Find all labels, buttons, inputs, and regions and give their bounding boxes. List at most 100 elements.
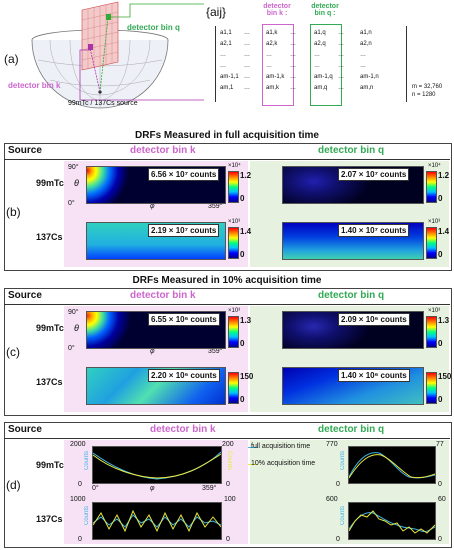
panel-c-theta: θ: [74, 323, 79, 333]
matrix-left-bracket: [215, 26, 216, 102]
matrix-cell: am-1,n: [360, 74, 379, 80]
panel-c-theta-top: 90°: [68, 309, 79, 316]
panel-b-theta: θ: [74, 178, 79, 188]
matrix-col-q-box: [310, 24, 342, 106]
colorbar-c-cs-k-zero: 0: [240, 395, 245, 404]
matrix-cell: …: [360, 63, 366, 69]
panel-c-source-header: Source: [8, 290, 42, 301]
panel-c-cs-q-counts: 1.40 × 10⁶ counts: [338, 369, 410, 382]
matrix-cell: …: [338, 63, 344, 69]
panel-c-title: DRFs Measured in 10% acquisition time: [132, 275, 322, 286]
colorbar-b-tc-k-max: 1.2: [240, 171, 252, 180]
panel-b-tc-q-counts: 2.07 × 10⁷ counts: [338, 168, 410, 181]
matrix-cell: a1,q: [314, 30, 326, 36]
matrix-symbol: {aij}: [206, 5, 227, 19]
colorbar-b-cs-q-zero: 0: [438, 250, 443, 259]
profile-plot-tc-q: [348, 446, 436, 484]
panel-b-cs-k-counts: 2.19 × 10⁷ counts: [148, 224, 220, 237]
matrix-cell: …: [244, 63, 250, 69]
d-tc-q-right-max: 77: [436, 441, 444, 448]
colorbar-c-cs-q: [426, 372, 437, 404]
panel-d-col-q: detector bin q: [318, 424, 385, 435]
profile-plot-tc-k: [92, 446, 222, 484]
matrix-cell: a1,1: [220, 30, 232, 36]
matrix-col-k-label: detector bin k :: [263, 3, 291, 17]
colorbar-c-cs-k: [228, 372, 239, 404]
panel-b-cs-label: 137Cs: [36, 232, 63, 242]
panel-b-source-header: Source: [8, 145, 42, 156]
panel-c-col-q: detector bin q: [318, 290, 385, 301]
panel-b-tc-label: 99mTc: [36, 178, 64, 188]
d-tc-k-left-zero: 0: [78, 481, 82, 488]
panel-label-c: (c): [6, 345, 20, 359]
m-label: m = 32,760: [412, 84, 443, 90]
panel-c-phi-left: 0°: [68, 345, 75, 352]
colorbar-b-cs-k: [228, 227, 239, 259]
colorbar-c-tc-q-max: 1.3: [438, 316, 450, 325]
colorbar-b-tc-q-max: 1.2: [438, 171, 450, 180]
d-tc-k-phi-left: 0°: [92, 485, 99, 492]
d-cs-k-left-zero: 0: [78, 536, 82, 543]
panel-d-frame: [4, 422, 452, 548]
matrix-cell: …: [244, 41, 250, 47]
d-tc-k-counts-axis-right: Counts: [226, 451, 232, 471]
legend-10-swatch: [248, 464, 258, 465]
panel-d-source-header: Source: [8, 424, 42, 435]
d-cs-k-left-max: 1000: [70, 496, 86, 503]
panel-b-frame: [4, 143, 452, 271]
matrix-cell: a2,1: [220, 41, 232, 47]
matrix-cell: …: [290, 74, 296, 80]
colorbar-b-tc-q: [426, 171, 437, 203]
matrix-cell: am-1,q: [314, 74, 333, 80]
legend-full-swatch: [248, 447, 258, 448]
matrix-cell: am-1,k: [266, 74, 285, 80]
n-label: n = 1280: [412, 92, 436, 98]
panel-d-col-k: detector bin k: [150, 424, 216, 435]
panel-c-cs-k-counts: 2.20 × 10⁶ counts: [148, 369, 220, 382]
panel-b-col-k: detector bin k: [130, 145, 196, 156]
matrix-cell: …: [290, 52, 296, 58]
legend-full-label: full acquisition time: [251, 443, 311, 450]
matrix-cell: …: [338, 30, 344, 36]
panel-c-col-k: detector bin k: [130, 290, 196, 301]
matrix-cell: a1,k: [266, 30, 278, 36]
colorbar-c-cs-q-max: 150: [438, 372, 452, 381]
d-tc-k-phi-right: 359°: [202, 485, 217, 492]
colorbar-c-tc-q-zero: 0: [438, 339, 443, 348]
d-tc-q-counts-axis: Counts: [340, 451, 346, 471]
matrix-cell: …: [290, 30, 296, 36]
matrix-cell: …: [360, 52, 366, 58]
matrix-right-bracket: [406, 26, 407, 102]
matrix-cell: a2,q: [314, 41, 326, 47]
matrix-cell: a1,n: [360, 30, 372, 36]
colorbar-b-tc-k-zero: 0: [240, 194, 245, 203]
colorbar-b-cs-q-max: 1.4: [438, 227, 450, 236]
matrix-cell: …: [338, 41, 344, 47]
panel-b-phi: φ: [150, 203, 155, 210]
colorbar-b-tc-q-exp: ×10⁴: [428, 163, 441, 169]
panel-b-theta-top: 90°: [68, 164, 79, 171]
detector-bin-q-label: detector bin q: [127, 23, 180, 32]
colorbar-b-cs-q-exp: ×10³: [428, 219, 441, 225]
colorbar-c-tc-k-zero: 0: [240, 339, 245, 348]
d-cs-q-left-max: 600: [326, 496, 338, 503]
d-tc-k-right-max: 200: [222, 441, 234, 448]
matrix-cell: …: [244, 74, 250, 80]
matrix-cell: …: [244, 52, 250, 58]
panel-c-frame: [4, 288, 452, 416]
d-tc-q-right-zero: 0: [438, 481, 442, 488]
panel-b-header-rule: [4, 159, 450, 160]
legend-10-label: 10% acquisition time: [251, 460, 316, 467]
d-cs-q-counts-axis: Counts: [340, 506, 346, 526]
colorbar-b-tc-k-exp: ×10⁴: [228, 163, 241, 169]
matrix-cell: am,1: [220, 85, 234, 91]
d-cs-q-right-zero: 0: [438, 536, 442, 543]
panel-c-cs-label: 137Cs: [36, 377, 63, 387]
colorbar-c-tc-q: [426, 316, 437, 348]
matrix-cell: …: [290, 85, 296, 91]
profile-plot-cs-k: [92, 502, 222, 540]
matrix-cell: …: [266, 63, 272, 69]
panel-b-title: DRFs Measured in full acquisition time: [135, 130, 319, 141]
panel-b-phi-left: 0°: [68, 200, 75, 207]
matrix-cell: …: [338, 52, 344, 58]
